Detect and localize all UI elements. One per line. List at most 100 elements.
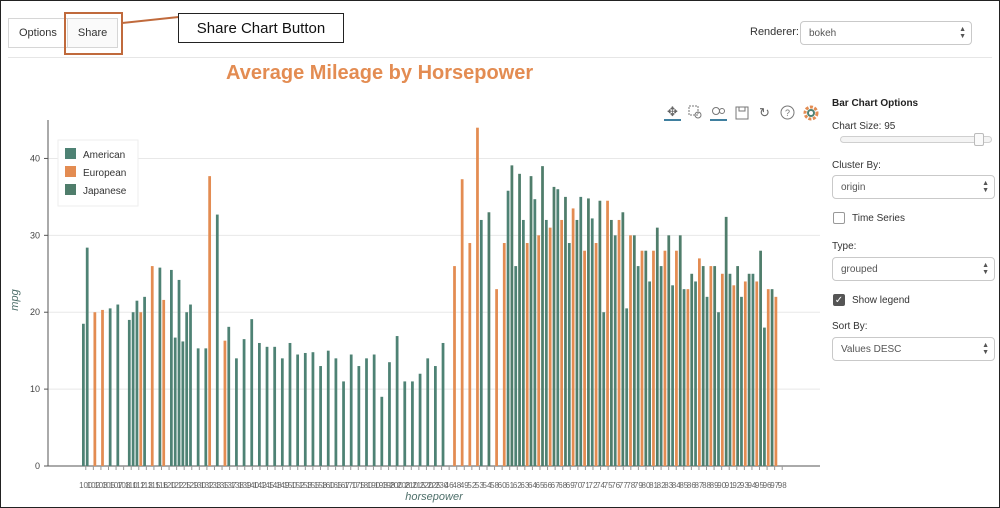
- bar-chart-options-panel: Bar Chart Options: [832, 98, 997, 109]
- chart-size-slider[interactable]: [840, 133, 992, 146]
- share-chart-button[interactable]: Share: [67, 18, 119, 48]
- x-tick-label: 150: [283, 481, 297, 490]
- x-tick-label: 175: [352, 481, 366, 490]
- bar-european: [675, 250, 678, 466]
- bar-japanese: [487, 212, 491, 466]
- help-icon[interactable]: ?: [779, 104, 796, 121]
- bar-american: [694, 281, 697, 466]
- bar-american: [514, 266, 518, 466]
- bar-european: [755, 281, 759, 466]
- x-tick-label: 110: [125, 481, 138, 490]
- x-tick-label: 68: [558, 481, 567, 490]
- x-tick-label: 90: [717, 481, 726, 490]
- type-select[interactable]: grouped ▲ ▼: [832, 257, 995, 281]
- x-tick-label: 160: [321, 481, 335, 490]
- x-tick-label: 115: [148, 481, 161, 490]
- x-tick-label: 46: [445, 481, 454, 490]
- bar-american: [602, 312, 606, 466]
- bar-american: [418, 373, 422, 466]
- bar-american: [288, 342, 292, 466]
- x-tick-label: 180: [359, 481, 373, 490]
- bar-european: [640, 250, 644, 466]
- x-tick-label: 77: [619, 481, 628, 490]
- bar-european: [502, 243, 506, 466]
- bar-american: [380, 396, 384, 466]
- legend-swatch-american: [65, 148, 76, 159]
- bar-american: [567, 243, 571, 466]
- bar-japanese: [518, 173, 521, 467]
- wheel-zoom-icon[interactable]: [710, 104, 727, 121]
- x-tick-label: 95: [755, 481, 764, 490]
- select-arrows-icon: ▲ ▼: [982, 342, 989, 356]
- type-label: Type:: [832, 241, 857, 252]
- x-tick-label: 103: [94, 481, 108, 490]
- bar-european: [208, 176, 212, 466]
- x-tick-label: 48: [452, 481, 461, 490]
- bar-american: [196, 348, 200, 466]
- bar-japanese: [724, 216, 728, 466]
- x-tick-label: 140: [246, 481, 260, 490]
- x-tick-label: 155: [306, 481, 320, 490]
- bar-european: [139, 312, 143, 466]
- bar-american: [403, 381, 407, 466]
- show-legend-checkbox[interactable]: ✓: [833, 294, 845, 306]
- reset-icon[interactable]: ↻: [759, 104, 770, 120]
- y-tick-label: 30: [30, 230, 40, 240]
- bar-american: [185, 312, 189, 466]
- save-icon[interactable]: [733, 104, 750, 121]
- x-tick-label: 225: [427, 481, 441, 490]
- bar-american: [204, 348, 208, 466]
- bar-american: [250, 319, 254, 466]
- bar-american: [434, 366, 437, 466]
- x-tick-label: 137: [223, 481, 237, 490]
- x-tick-label: 108: [117, 481, 131, 490]
- bar-american: [342, 381, 345, 466]
- renderer-select[interactable]: bokeh ▲ ▼: [800, 21, 972, 45]
- x-tick-label: 165: [329, 481, 343, 490]
- chart-size-slider-handle[interactable]: [974, 133, 984, 146]
- x-tick-label: 86: [687, 481, 696, 490]
- x-tick-label: 88: [702, 481, 711, 490]
- bar-european: [652, 250, 655, 466]
- bar-american: [127, 319, 131, 466]
- x-tick-label: 170: [344, 481, 358, 490]
- bar-japanese: [621, 212, 625, 466]
- x-tick-label: 120: [162, 481, 176, 490]
- bar-european: [101, 309, 104, 466]
- x-tick-label: 96: [763, 481, 772, 490]
- bar-european: [560, 219, 564, 466]
- box-zoom-icon[interactable]: [687, 104, 704, 121]
- x-tick-label: 62: [513, 481, 522, 490]
- bar-european: [732, 285, 736, 466]
- x-tick-label: 107: [109, 481, 123, 490]
- sort-by-value: Values DESC: [841, 343, 902, 355]
- bar-american: [717, 312, 720, 466]
- panel-title: Bar Chart Options: [832, 98, 919, 109]
- tab-options[interactable]: Options: [8, 18, 68, 48]
- bar-american: [395, 336, 399, 466]
- sort-by-label: Sort By:: [832, 321, 868, 332]
- pan-icon[interactable]: ✥: [664, 104, 681, 121]
- time-series-checkbox[interactable]: [833, 212, 845, 224]
- x-tick-label: 53: [475, 481, 484, 490]
- annotation-highlight-box: [64, 12, 123, 55]
- x-tick-label: 138: [231, 481, 245, 490]
- x-tick-label: 193: [374, 481, 388, 490]
- bar-japanese: [713, 266, 717, 466]
- bar-european: [537, 235, 541, 466]
- x-tick-label: 215: [412, 481, 426, 490]
- show-legend-label: Show legend: [852, 295, 910, 306]
- bar-european: [525, 243, 529, 466]
- x-tick-label: 208: [397, 481, 411, 490]
- bar-american: [671, 285, 674, 466]
- bar-japanese: [510, 165, 514, 466]
- x-tick-label: 84: [672, 481, 681, 490]
- bar-european: [686, 289, 690, 466]
- x-tick-label: 210: [405, 481, 419, 490]
- sort-by-select[interactable]: Values DESC ▲ ▼: [832, 337, 995, 361]
- x-tick-label: 80: [642, 481, 651, 490]
- x-tick-label: 105: [102, 481, 116, 490]
- bar-american: [242, 339, 246, 466]
- bar-american: [372, 354, 376, 466]
- cluster-by-select[interactable]: origin ▲ ▼: [832, 175, 995, 199]
